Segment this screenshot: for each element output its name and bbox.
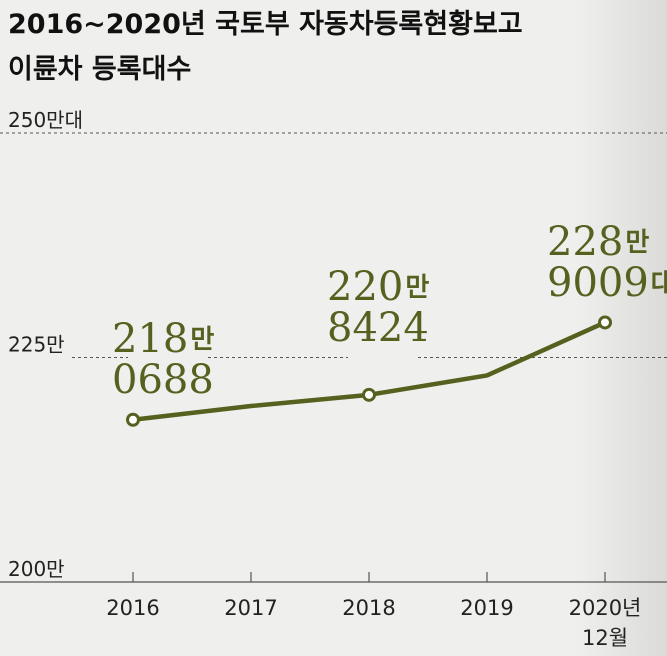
y-tick-label: 225만	[8, 333, 65, 357]
data-point-marker	[598, 315, 612, 330]
y-tick-label: 250만대	[8, 108, 83, 132]
data-point-marker	[362, 387, 376, 402]
x-tick-label: 2016	[106, 596, 159, 620]
data-label: 228만 9009대	[547, 219, 667, 306]
data-point-marker	[126, 412, 140, 427]
chart-title: 2016~2020년 국토부 자동차등록현황보고 이륜차 등록대수	[8, 2, 523, 92]
data-label: 218만 0688	[112, 316, 214, 403]
x-tick-label: 2017	[224, 596, 277, 620]
x-tick-label: 2019	[460, 596, 513, 620]
data-label: 220만 8424	[327, 264, 429, 351]
chart-title-line-1: 2016~2020년 국토부 자동차등록현황보고	[8, 9, 523, 40]
chart-title-line-2: 이륜차 등록대수	[8, 54, 192, 85]
x-tick-label: 2020년 12월	[569, 596, 642, 650]
x-tick-label: 2018	[342, 596, 395, 620]
y-tick-label: 200만	[8, 557, 65, 581]
